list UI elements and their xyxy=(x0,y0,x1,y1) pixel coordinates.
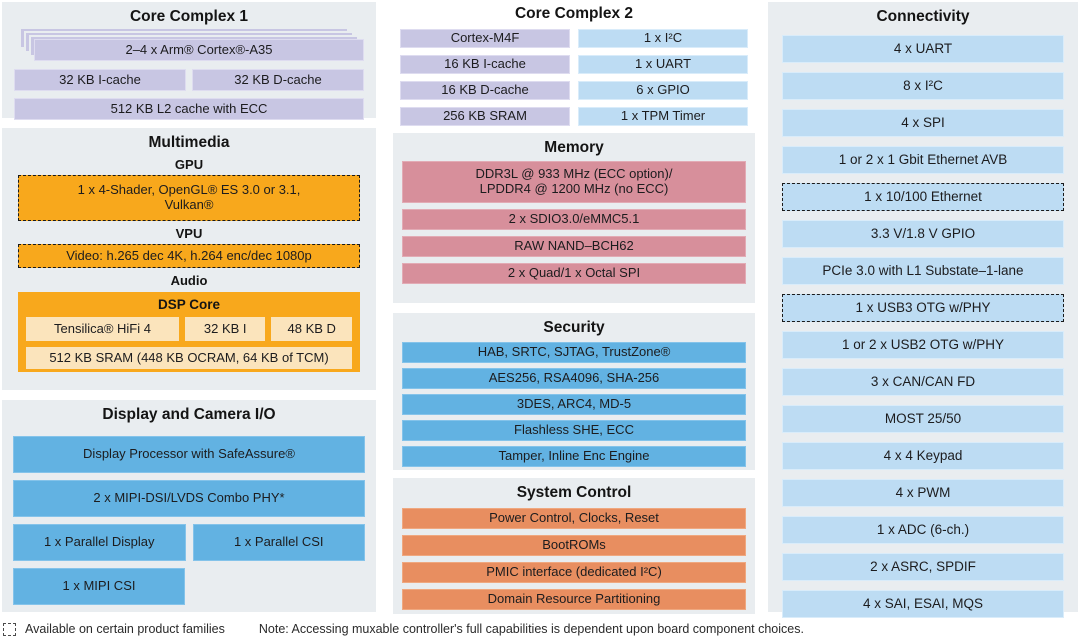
dsp-icache-block: 32 KB I xyxy=(184,317,266,341)
mipi-csi-block: 1 x MIPI CSI xyxy=(13,568,185,605)
mipi-dsi-lvds-block: 2 x MIPI-DSI/LVDS Combo PHY* xyxy=(13,480,365,517)
i2c-conn-block: 8 x I²C xyxy=(782,72,1064,100)
connectivity-title: Connectivity xyxy=(876,8,970,25)
l2-cache-block: 512 KB L2 cache with ECC xyxy=(14,98,364,120)
core-complex-2-section: Core Complex 2 Cortex-M4F 1 x I²C 16 KB … xyxy=(393,2,755,126)
display-camera-title: Display and Camera I/O xyxy=(102,406,276,423)
memory-title: Memory xyxy=(544,139,604,156)
flashless-she-ecc-block: Flashless SHE, ECC xyxy=(402,420,746,441)
cpu-core-stack: 2–4 x Arm® Cortex®-A35 xyxy=(19,27,364,61)
footer-legend: Available on certain product families No… xyxy=(3,620,1077,638)
tpm-timer-block: 1 x TPM Timer xyxy=(578,107,748,126)
dashed-availability-icon xyxy=(3,622,16,636)
gpu-label: GPU xyxy=(174,157,204,172)
asrc-spdif-block: 2 x ASRC, SPDIF xyxy=(782,553,1064,581)
uart-block: 1 x UART xyxy=(578,55,748,74)
m4f-block: Cortex-M4F xyxy=(400,29,570,48)
pcie-block: PCIe 3.0 with L1 Substate–1-lane xyxy=(782,257,1064,285)
dsp-core-title: DSP Core xyxy=(157,297,221,312)
power-clocks-reset-block: Power Control, Clocks, Reset xyxy=(402,508,746,529)
multimedia-title: Multimedia xyxy=(148,134,230,151)
dsp-tensilica-block: Tensilica® HiFi 4 xyxy=(26,317,179,341)
security-title: Security xyxy=(543,319,605,336)
i2c-block: 1 x I²C xyxy=(578,29,748,48)
aes-rsa-sha-block: AES256, RSA4096, SHA-256 xyxy=(402,368,746,389)
pmic-interface-block: PMIC interface (dedicated I²C) xyxy=(402,562,746,583)
vpu-label: VPU xyxy=(175,226,203,241)
can-fd-block: 3 x CAN/CAN FD xyxy=(782,368,1064,396)
right-column: Connectivity 4 x UART 8 x I²C 4 x SPI 1 … xyxy=(768,2,1078,618)
dsp-sram-block: 512 KB SRAM (448 KB OCRAM, 64 KB of TCM) xyxy=(26,347,352,369)
m4f-icache-block: 16 KB I-cache xyxy=(400,55,570,74)
multimedia-panel: Multimedia GPU 1 x 4-Shader, OpenGL® ES … xyxy=(2,128,376,390)
parallel-display-block: 1 x Parallel Display xyxy=(13,524,186,561)
uart-conn-block: 4 x UART xyxy=(782,35,1064,63)
dsp-dcache-block: 48 KB D xyxy=(271,317,352,341)
parallel-csi-block: 1 x Parallel CSI xyxy=(192,524,365,561)
domain-resource-partitioning-block: Domain Resource Partitioning xyxy=(402,589,746,610)
usb3-otg-block: 1 x USB3 OTG w/PHY xyxy=(782,294,1064,322)
gpio-voltage-block: 3.3 V/1.8 V GPIO xyxy=(782,220,1064,248)
left-column: Core Complex 1 2–4 x Arm® Cortex®-A35 32… xyxy=(2,2,376,612)
gpu-block: 1 x 4-Shader, OpenGL® ES 3.0 or 3.1, Vul… xyxy=(18,175,360,221)
raw-nand-block: RAW NAND–BCH62 xyxy=(402,236,746,257)
keypad-block: 4 x 4 Keypad xyxy=(782,442,1064,470)
memory-panel: Memory DDR3L @ 933 MHz (ECC option)/ LPD… xyxy=(393,133,755,303)
sai-esai-mqs-block: 4 x SAI, ESAI, MQS xyxy=(782,590,1064,618)
hab-trustzone-block: HAB, SRTC, SJTAG, TrustZone® xyxy=(402,342,746,363)
audio-label: Audio xyxy=(170,273,208,288)
3des-arc4-md5-block: 3DES, ARC4, MD-5 xyxy=(402,394,746,415)
icache-block: 32 KB I-cache xyxy=(14,69,186,91)
display-processor-block: Display Processor with SafeAssure® xyxy=(13,436,365,473)
system-control-title: System Control xyxy=(516,484,632,501)
spi-conn-block: 4 x SPI xyxy=(782,109,1064,137)
tamper-enc-engine-block: Tamper, Inline Enc Engine xyxy=(402,446,746,467)
m4f-dcache-block: 16 KB D-cache xyxy=(400,81,570,100)
adc-block: 1 x ADC (6-ch.) xyxy=(782,516,1064,544)
core-complex-2-title: Core Complex 2 xyxy=(514,5,633,22)
security-panel: Security HAB, SRTC, SJTAG, TrustZone® AE… xyxy=(393,313,755,470)
sdio-emmc-block: 2 x SDIO3.0/eMMC5.1 xyxy=(402,209,746,230)
gbit-ethernet-avb-block: 1 or 2 x 1 Gbit Ethernet AVB xyxy=(782,146,1064,174)
10-100-ethernet-block: 1 x 10/100 Ethernet xyxy=(782,183,1064,211)
core-complex-1-title: Core Complex 1 xyxy=(129,8,248,25)
cpu-block: 2–4 x Arm® Cortex®-A35 xyxy=(34,39,364,61)
legend-availability-text: Available on certain product families xyxy=(25,622,225,636)
m4f-sram-block: 256 KB SRAM xyxy=(400,107,570,126)
legend-note-text: Note: Accessing muxable controller's ful… xyxy=(258,622,804,636)
dsp-core-block: DSP Core Tensilica® HiFi 4 32 KB I 48 KB… xyxy=(18,292,360,372)
most-block: MOST 25/50 xyxy=(782,405,1064,433)
ddr-block: DDR3L @ 933 MHz (ECC option)/ LPDDR4 @ 1… xyxy=(402,161,746,203)
display-camera-panel: Display and Camera I/O Display Processor… xyxy=(2,400,376,612)
system-control-panel: System Control Power Control, Clocks, Re… xyxy=(393,478,755,614)
bootroms-block: BootROMs xyxy=(402,535,746,556)
dcache-block: 32 KB D-cache xyxy=(192,69,364,91)
usb2-otg-block: 1 or 2 x USB2 OTG w/PHY xyxy=(782,331,1064,359)
connectivity-panel: Connectivity 4 x UART 8 x I²C 4 x SPI 1 … xyxy=(768,2,1078,618)
gpio-block: 6 x GPIO xyxy=(578,81,748,100)
pwm-block: 4 x PWM xyxy=(782,479,1064,507)
core-complex-1-panel: Core Complex 1 2–4 x Arm® Cortex®-A35 32… xyxy=(2,2,376,120)
middle-column: Core Complex 2 Cortex-M4F 1 x I²C 16 KB … xyxy=(393,2,755,614)
vpu-block: Video: h.265 dec 4K, h.264 enc/dec 1080p xyxy=(18,244,360,268)
quad-octal-spi-block: 2 x Quad/1 x Octal SPI xyxy=(402,263,746,284)
